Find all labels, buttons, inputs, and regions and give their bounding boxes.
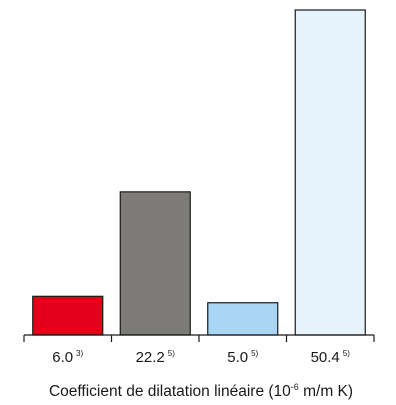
x-axis-label-suffix: m/m K) [299,383,353,400]
x-tick-label-footnote: 3) [76,349,83,358]
x-tick-labels: 6.0 3) 22.2 5) 5.0 5) 50.4 5) [52,349,350,366]
bar-1 [32,295,104,336]
x-tick-label-value: 5.0 [227,349,248,366]
x-tick-label: 22.2 5) [136,349,176,366]
x-axis-label-prefix: Coefficient de dilatation linéaire (10 [49,383,291,400]
bar-2 [119,191,191,336]
x-tick-label-value: 6.0 [52,349,73,366]
bar-4 [294,9,366,336]
bars-group [32,9,366,336]
x-tick-label-footnote: 5) [168,349,175,358]
x-tick-label: 6.0 3) [52,349,83,366]
x-tick-label: 5.0 5) [227,349,258,366]
x-tick-label-value: 50.4 [311,349,340,366]
x-axis-label: Coefficient de dilatation linéaire (10-6… [49,382,353,400]
x-tick-label: 50.4 5) [311,349,351,366]
x-tick-label-value: 22.2 [136,349,165,366]
x-tick-label-footnote: 5) [343,349,350,358]
bar-3 [207,302,279,336]
x-axis [23,334,375,342]
x-axis-label-exponent: -6 [291,382,299,392]
x-tick-label-footnote: 5) [251,349,258,358]
